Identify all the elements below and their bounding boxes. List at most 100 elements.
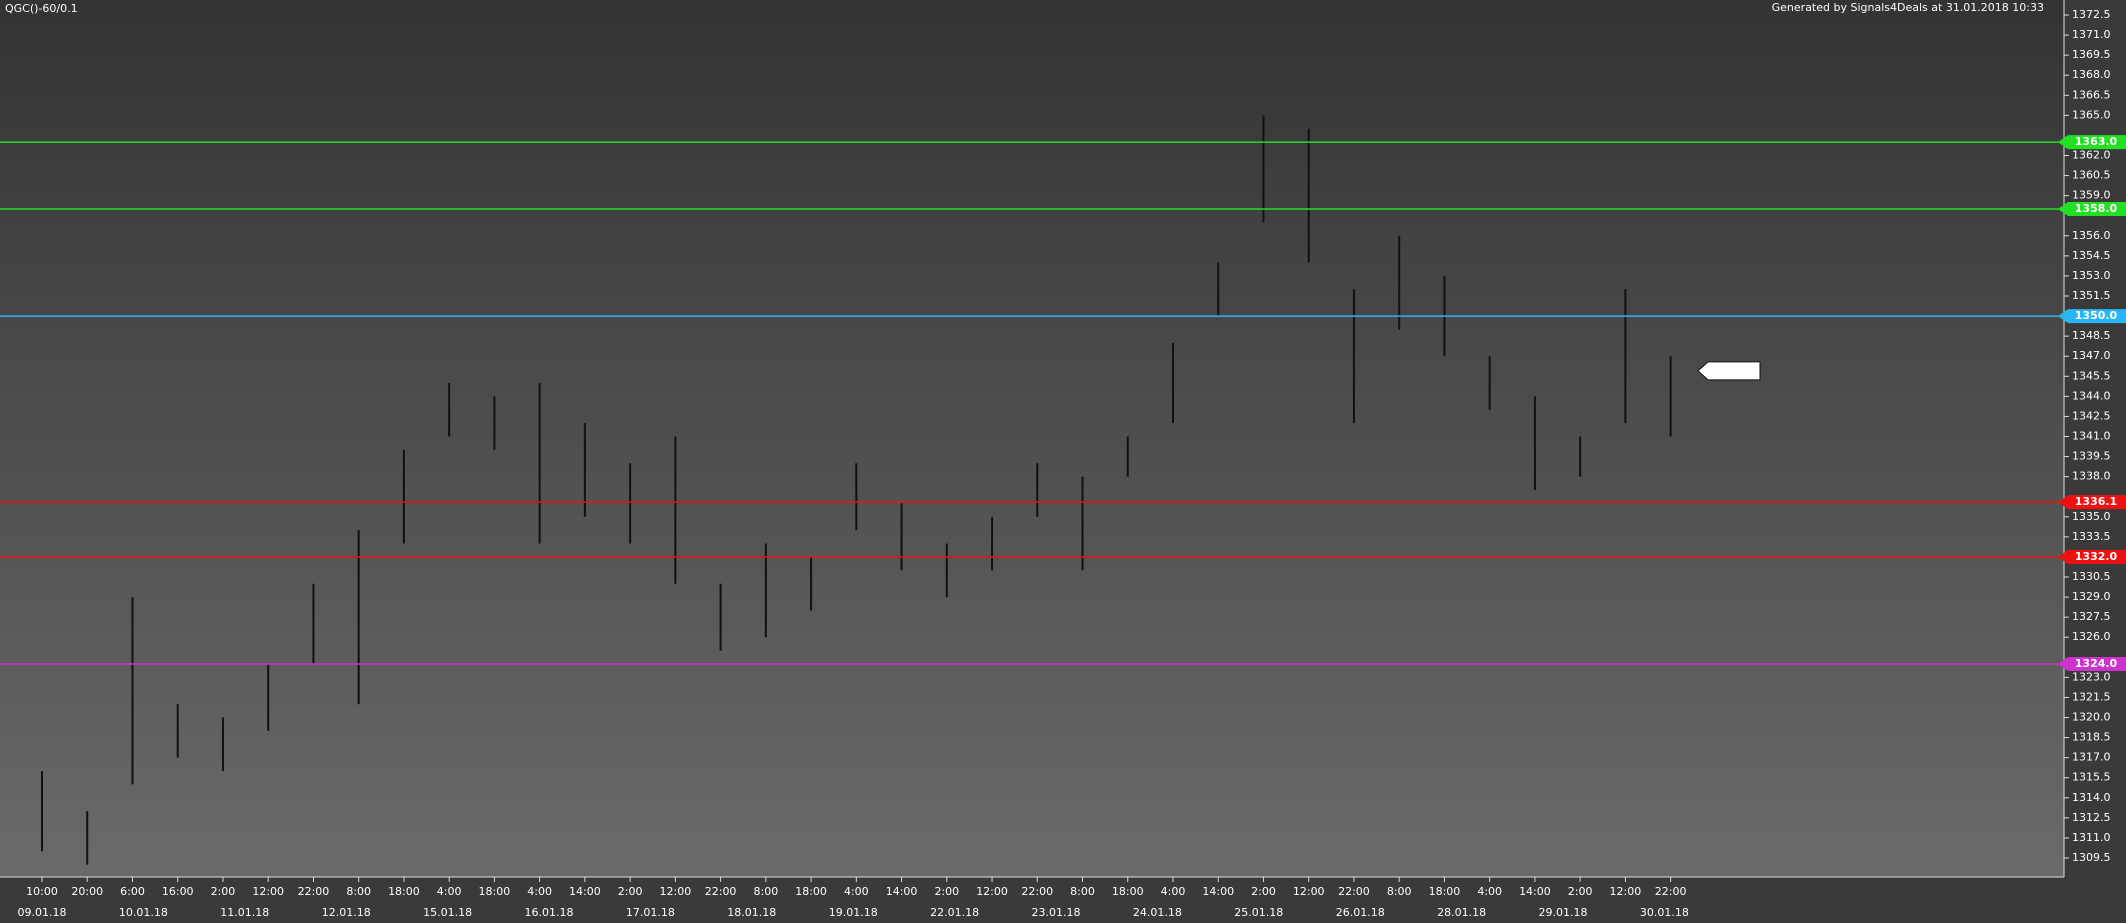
level-tag xyxy=(2058,202,2126,217)
y-tick-label: 1315.5 xyxy=(2072,771,2111,784)
x-tick-label: 2:00 xyxy=(1251,885,1276,898)
date-label: 24.01.18 xyxy=(1133,906,1182,919)
y-tick-label: 1314.0 xyxy=(2072,791,2111,804)
y-tick-label: 1330.5 xyxy=(2072,570,2111,583)
x-tick-label: 2:00 xyxy=(618,885,643,898)
y-tick-label: 1362.0 xyxy=(2072,149,2111,162)
date-label: 17.01.18 xyxy=(626,906,675,919)
x-tick-label: 20:00 xyxy=(71,885,103,898)
date-label: 19.01.18 xyxy=(829,906,878,919)
x-tick-label: 10:00 xyxy=(26,885,58,898)
x-tick-label: 16:00 xyxy=(162,885,194,898)
plot-background xyxy=(0,0,2064,877)
y-tick-label: 1365.0 xyxy=(2072,108,2111,121)
x-tick-label: 2:00 xyxy=(934,885,959,898)
x-tick-label: 22:00 xyxy=(1338,885,1370,898)
level-tag xyxy=(2058,135,2126,150)
y-tick-label: 1333.5 xyxy=(2072,530,2111,543)
x-tick-label: 22:00 xyxy=(1021,885,1053,898)
y-tick-label: 1317.0 xyxy=(2072,751,2111,764)
x-tick-label: 8:00 xyxy=(1387,885,1412,898)
level-tag xyxy=(2058,309,2126,324)
date-label: 10.01.18 xyxy=(119,906,168,919)
y-tick-label: 1309.5 xyxy=(2072,851,2111,864)
x-tick-label: 4:00 xyxy=(437,885,462,898)
x-tick-label: 8:00 xyxy=(1070,885,1095,898)
chart-title: QGC()-60/0.1 xyxy=(5,2,78,15)
x-tick-label: 4:00 xyxy=(1161,885,1186,898)
y-tick-label: 1347.0 xyxy=(2072,349,2111,362)
x-tick-label: 18:00 xyxy=(795,885,827,898)
x-tick-label: 12:00 xyxy=(252,885,284,898)
level-label: 1324.0 xyxy=(2075,657,2118,670)
date-label: 18.01.18 xyxy=(727,906,776,919)
y-tick-label: 1353.0 xyxy=(2072,269,2111,282)
y-tick-label: 1318.5 xyxy=(2072,731,2111,744)
y-tick-label: 1339.5 xyxy=(2072,450,2111,463)
date-label: 15.01.18 xyxy=(423,906,472,919)
date-label: 16.01.18 xyxy=(525,906,574,919)
x-tick-label: 4:00 xyxy=(527,885,552,898)
date-label: 26.01.18 xyxy=(1336,906,1385,919)
level-label: 1350.0 xyxy=(2075,309,2118,322)
date-label: 29.01.18 xyxy=(1539,906,1588,919)
axis-panel xyxy=(2064,0,2126,923)
date-label: 28.01.18 xyxy=(1437,906,1486,919)
y-tick-label: 1320.0 xyxy=(2072,711,2111,724)
y-tick-label: 1356.0 xyxy=(2072,229,2111,242)
x-tick-label: 12:00 xyxy=(660,885,692,898)
y-tick-label: 1351.5 xyxy=(2072,289,2111,302)
y-tick-label: 1368.0 xyxy=(2072,68,2111,81)
date-label: 09.01.18 xyxy=(18,906,67,919)
x-tick-label: 12:00 xyxy=(976,885,1008,898)
x-tick-label: 14:00 xyxy=(1519,885,1551,898)
y-tick-label: 1338.0 xyxy=(2072,470,2111,483)
y-tick-label: 1354.5 xyxy=(2072,249,2111,262)
time-axis-panel xyxy=(0,877,2064,923)
y-tick-label: 1359.0 xyxy=(2072,189,2111,202)
y-tick-label: 1321.5 xyxy=(2072,690,2111,703)
date-label: 22.01.18 xyxy=(930,906,979,919)
x-tick-label: 4:00 xyxy=(844,885,869,898)
y-tick-label: 1327.5 xyxy=(2072,610,2111,623)
y-tick-label: 1335.0 xyxy=(2072,510,2111,523)
level-tag xyxy=(2058,656,2126,671)
level-label: 1363.0 xyxy=(2075,135,2118,148)
y-tick-label: 1323.0 xyxy=(2072,670,2111,683)
level-label: 1336.1 xyxy=(2075,495,2117,508)
x-tick-label: 12:00 xyxy=(1293,885,1325,898)
y-tick-label: 1344.0 xyxy=(2072,389,2111,402)
y-tick-label: 1371.0 xyxy=(2072,28,2111,41)
x-tick-label: 6:00 xyxy=(120,885,145,898)
x-tick-label: 18:00 xyxy=(479,885,511,898)
y-tick-label: 1341.0 xyxy=(2072,430,2111,443)
y-tick-label: 1311.0 xyxy=(2072,831,2111,844)
date-label: 12.01.18 xyxy=(322,906,371,919)
y-tick-label: 1345.5 xyxy=(2072,369,2111,382)
date-label: 23.01.18 xyxy=(1032,906,1081,919)
y-tick-label: 1342.5 xyxy=(2072,409,2111,422)
x-tick-label: 8:00 xyxy=(346,885,371,898)
level-tag xyxy=(2058,549,2126,564)
date-label: 11.01.18 xyxy=(220,906,269,919)
y-tick-label: 1372.5 xyxy=(2072,8,2111,21)
date-label: 30.01.18 xyxy=(1640,906,1689,919)
last-price-tag xyxy=(1697,361,1761,381)
y-tick-label: 1326.0 xyxy=(2072,630,2111,643)
x-tick-label: 14:00 xyxy=(1202,885,1234,898)
x-tick-label: 14:00 xyxy=(569,885,601,898)
x-tick-label: 8:00 xyxy=(753,885,778,898)
x-tick-label: 2:00 xyxy=(1568,885,1593,898)
x-tick-label: 22:00 xyxy=(1655,885,1687,898)
level-label: 1332.0 xyxy=(2075,550,2118,563)
chart-subtitle: Generated by Signals4Deals at 31.01.2018… xyxy=(1772,1,2044,14)
y-tick-label: 1369.5 xyxy=(2072,48,2111,61)
x-tick-label: 18:00 xyxy=(1429,885,1461,898)
level-label: 1358.0 xyxy=(2075,202,2118,215)
level-tag xyxy=(2058,495,2126,510)
y-tick-label: 1348.5 xyxy=(2072,329,2111,342)
y-tick-label: 1312.5 xyxy=(2072,811,2111,824)
x-tick-label: 22:00 xyxy=(298,885,330,898)
